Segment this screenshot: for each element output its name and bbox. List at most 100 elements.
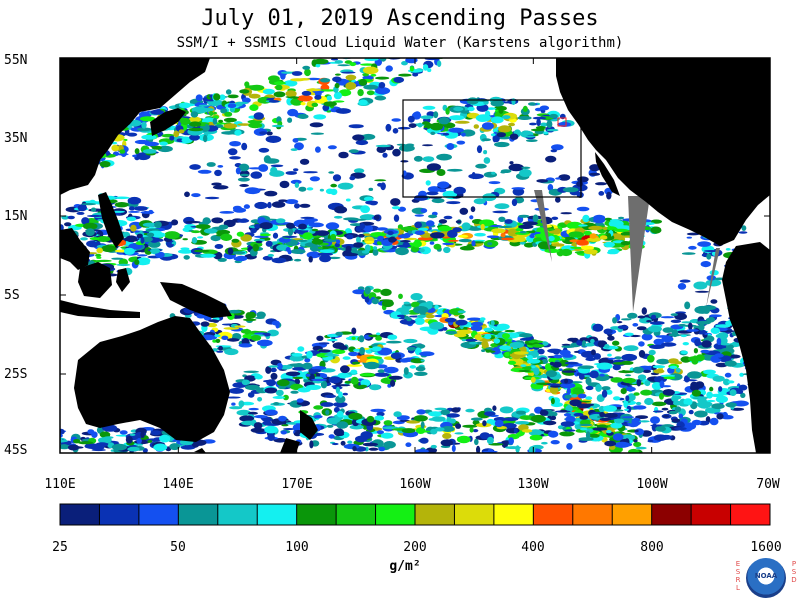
cloud-cell	[623, 345, 639, 352]
cloud-cell	[446, 201, 461, 205]
cloud-cell	[259, 131, 268, 135]
cloud-cell	[417, 430, 431, 433]
cloud-cell	[376, 411, 385, 417]
cloud-cell	[111, 257, 124, 260]
cloud-cell	[490, 100, 505, 107]
cloud-cell	[652, 410, 664, 413]
cloud-cell	[338, 151, 349, 159]
cloud-cell	[579, 415, 589, 420]
cloud-cell	[434, 407, 447, 411]
cloud-cell	[521, 166, 531, 169]
cloud-cell	[651, 314, 657, 320]
cloud-cell	[474, 438, 479, 446]
cloud-cell	[562, 353, 574, 358]
cloud-cell	[553, 354, 563, 359]
cloud-cell	[618, 216, 625, 220]
cloud-cell	[589, 433, 600, 438]
cloud-cell	[585, 385, 594, 391]
cloud-cell	[686, 232, 700, 236]
cloud-cell	[566, 221, 583, 230]
cloud-cell	[188, 127, 204, 132]
cloud-cell	[148, 240, 161, 248]
cloud-cell	[60, 428, 65, 435]
cloud-cell	[401, 61, 408, 66]
cloud-cell	[590, 338, 595, 344]
cloud-cell	[359, 214, 376, 221]
cloud-cell	[376, 146, 387, 153]
cloud-cell	[470, 417, 483, 421]
cloud-cell	[579, 337, 589, 342]
cloud-cell	[694, 410, 708, 418]
cloud-cell	[309, 176, 320, 182]
cloud-cell	[362, 442, 378, 447]
cloud-cell	[178, 249, 194, 254]
cloud-cell	[723, 378, 730, 386]
cloud-cell	[372, 246, 378, 251]
cloud-cell	[700, 349, 710, 354]
cloud-cell	[589, 370, 599, 379]
cloud-cell	[595, 384, 602, 392]
cloud-cell	[358, 335, 365, 343]
cloud-cell	[173, 130, 180, 138]
cloud-cell	[552, 361, 562, 368]
cloud-cell	[363, 361, 380, 370]
cloud-cell	[590, 349, 596, 356]
cloud-cell	[273, 402, 280, 406]
cloud-cell	[607, 353, 612, 357]
cloud-cell	[494, 203, 510, 210]
cloud-cell	[414, 111, 421, 118]
cloud-cell	[639, 420, 650, 423]
cloud-cell	[560, 382, 576, 389]
cloud-cell	[599, 411, 606, 418]
cloud-cell	[264, 387, 278, 394]
cloud-cell	[632, 366, 644, 374]
cloud-cell	[429, 241, 435, 245]
cloud-cell	[216, 350, 224, 353]
cloud-cell	[154, 238, 164, 242]
cloud-cell	[420, 49, 428, 54]
cloud-cell	[627, 393, 636, 402]
cloud-cell	[311, 228, 319, 232]
colorbar-label-400: 400	[521, 540, 545, 555]
cloud-cell	[232, 205, 242, 211]
cloud-cell	[308, 222, 324, 228]
cloud-cell	[337, 64, 351, 67]
cloud-cell	[96, 256, 102, 259]
cloud-cell	[126, 216, 137, 222]
cloud-cell	[694, 290, 710, 293]
colorbar-swatch	[415, 504, 455, 525]
cloud-cell	[277, 120, 283, 127]
cloud-cell	[249, 84, 265, 91]
cloud-cell	[305, 373, 311, 377]
cloud-cell	[526, 355, 534, 360]
cloud-cell	[564, 361, 579, 365]
cloud-cell	[197, 169, 212, 174]
cloud-cell	[438, 117, 450, 125]
cloud-cell	[320, 402, 334, 407]
cloud-cell	[671, 329, 679, 338]
cloud-cell	[293, 431, 302, 437]
cloud-cell	[315, 230, 330, 236]
cloud-cell	[678, 323, 687, 327]
colorbar-label-200: 200	[403, 540, 427, 555]
cloud-cell	[434, 304, 439, 310]
cloud-cell	[244, 81, 250, 88]
cloud-cell	[498, 106, 504, 114]
colorbar-label-800: 800	[640, 540, 664, 555]
cloud-cell	[353, 168, 365, 174]
cloud-cell	[418, 50, 434, 57]
cloud-cell	[324, 353, 340, 357]
cloud-cell	[415, 366, 426, 372]
cloud-cell	[486, 436, 494, 445]
cloud-cell	[276, 362, 283, 370]
cloud-cell	[334, 73, 341, 76]
cloud-cell	[659, 380, 665, 389]
cloud-cell	[446, 143, 455, 150]
cloud-cell	[272, 232, 279, 239]
cloud-cell	[679, 279, 691, 283]
cloud-cell	[509, 133, 519, 140]
cloud-cell	[511, 187, 525, 190]
cloud-cell	[553, 349, 560, 355]
cloud-cell	[254, 223, 261, 229]
cloud-cell	[311, 378, 327, 382]
